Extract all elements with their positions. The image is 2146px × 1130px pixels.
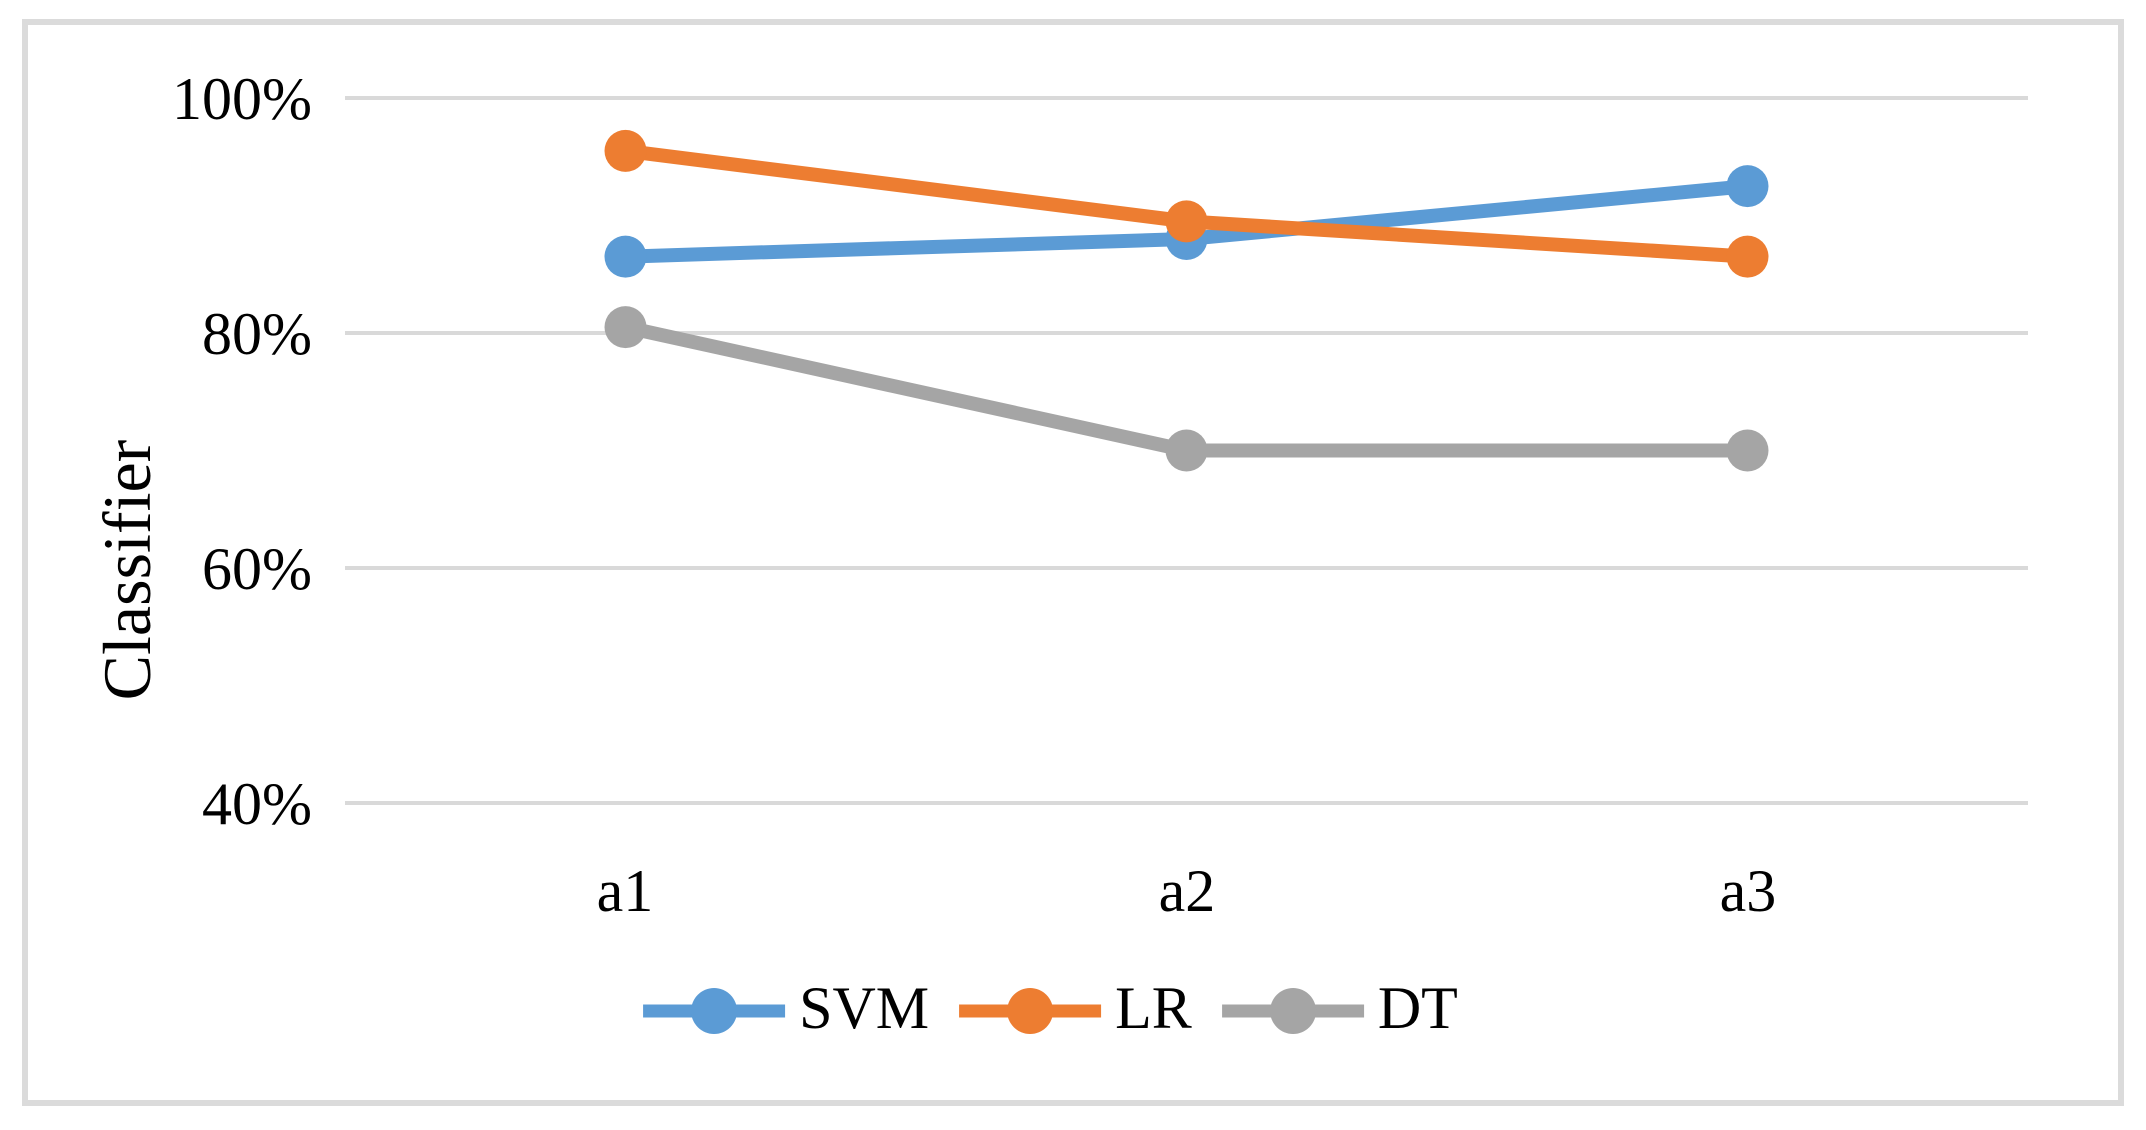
data-point-dt-a1	[604, 306, 647, 349]
chart-legend: SVM LR DT	[639, 978, 1458, 1044]
y-tick-100: 100%	[172, 66, 312, 132]
data-point-lr-a2	[1165, 200, 1208, 243]
data-point-lr-a3	[1726, 235, 1769, 278]
data-point-lr-a1	[604, 129, 647, 172]
x-label-a3: a3	[1720, 858, 1777, 924]
y-tick-80: 80%	[202, 301, 312, 367]
y-tick-60: 60%	[202, 536, 312, 602]
x-label-a2: a2	[1159, 858, 1216, 924]
x-axis-labels: a1 a2 a3	[597, 858, 1777, 924]
y-axis-ticks: 100% 80% 60% 40%	[172, 66, 312, 837]
y-axis-title: Classifier	[89, 439, 165, 700]
legend-label-svm: SVM	[799, 975, 930, 1041]
legend-marker-svm-icon	[643, 988, 786, 1034]
legend-item-lr: LR	[955, 978, 1192, 1044]
data-point-dt-a3	[1726, 429, 1769, 472]
series-layer	[604, 129, 1769, 472]
y-tick-40: 40%	[202, 771, 312, 837]
legend-marker-lr-icon	[959, 988, 1102, 1034]
legend-label-dt: DT	[1377, 975, 1458, 1041]
chart-frame	[22, 19, 2124, 1106]
legend-label-lr: LR	[1115, 975, 1192, 1041]
x-label-a1: a1	[597, 858, 654, 924]
data-point-svm-a3	[1726, 165, 1769, 208]
legend-marker-dt-icon	[1221, 988, 1364, 1034]
legend-item-svm: SVM	[639, 978, 929, 1044]
data-point-svm-a1	[604, 235, 647, 278]
data-point-dt-a2	[1165, 429, 1208, 472]
legend-item-dt: DT	[1218, 978, 1458, 1044]
